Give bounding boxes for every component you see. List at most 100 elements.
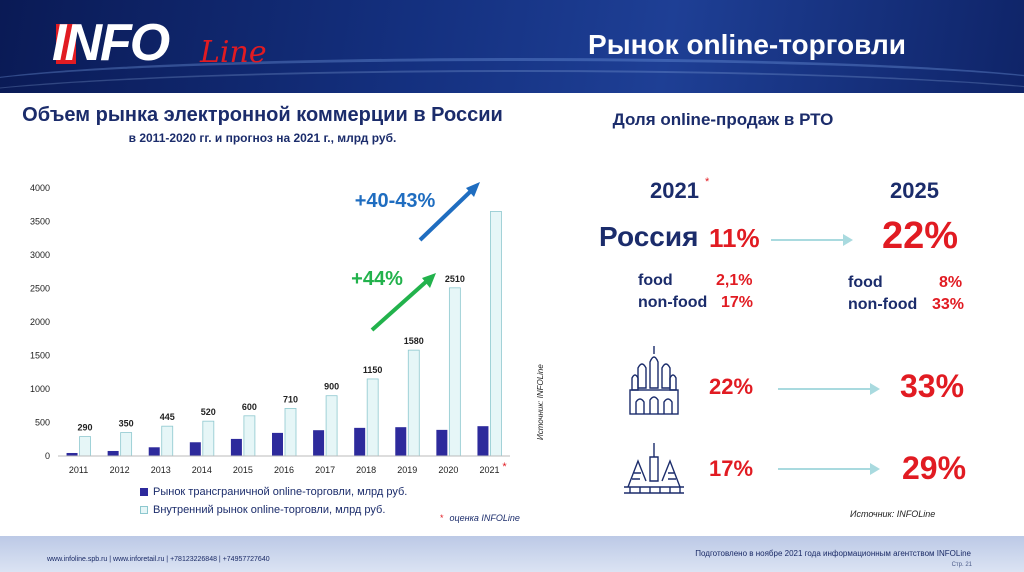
spb-arrow bbox=[778, 463, 880, 475]
ecommerce-bar-chart: 0 500 1000 1500 2000 2500 3000 3500 4000 290 350 4… bbox=[30, 182, 510, 475]
y-tick-label: 500 bbox=[35, 418, 50, 428]
growth-arrow-top-head bbox=[466, 182, 480, 197]
legend-item-cross-border: Рынок трансграничной online-торговли, мл… bbox=[140, 483, 407, 501]
bar-domestic bbox=[161, 425, 174, 457]
bar-domestic bbox=[325, 395, 338, 457]
x-tick-label: 2015 bbox=[233, 465, 253, 475]
y-tick-label: 3000 bbox=[30, 250, 50, 260]
x-tick-label: 2021 bbox=[479, 465, 499, 475]
bar-cross-border bbox=[66, 452, 78, 456]
bar-data-label: 1580 bbox=[404, 336, 424, 346]
x-tick-label: 2018 bbox=[356, 465, 376, 475]
growth-arrow-mid bbox=[370, 278, 430, 332]
food-label-2021: food bbox=[638, 272, 673, 289]
bar-cross-border bbox=[189, 442, 201, 456]
x-tick-label: 2014 bbox=[192, 465, 212, 475]
bar-cross-border bbox=[436, 429, 448, 456]
bar-domestic bbox=[79, 436, 91, 457]
legend-swatch-domestic bbox=[140, 506, 148, 514]
russia-2021-value: 11% bbox=[709, 223, 760, 253]
bar-cross-border bbox=[477, 426, 489, 456]
spb-bridge-icon bbox=[624, 443, 684, 494]
footer-contacts: www.infoline.spb.ru | www.inforetail.ru … bbox=[47, 556, 270, 563]
spb-2025-value: 29% bbox=[902, 450, 967, 486]
x-tick-estimate-mark: * bbox=[502, 461, 507, 473]
y-tick-label: 2000 bbox=[30, 317, 50, 327]
moscow-2021-value: 22% bbox=[709, 374, 754, 399]
growth-label-mid: +44% bbox=[351, 268, 403, 290]
chart-legend: Рынок трансграничной online-торговли, мл… bbox=[140, 483, 407, 519]
page-number: Стр. 21 bbox=[951, 562, 972, 568]
bar-cross-border bbox=[107, 450, 119, 456]
y-tick-label: 3500 bbox=[30, 217, 50, 227]
bar-cross-border bbox=[230, 438, 242, 456]
x-tick-label: 2017 bbox=[315, 465, 335, 475]
year-2025: 2025 bbox=[890, 178, 939, 203]
bar-cross-border bbox=[395, 427, 407, 456]
year-2021-star: * bbox=[705, 176, 710, 188]
infoline-logo: INFO Line bbox=[52, 14, 267, 74]
bar-cross-border bbox=[272, 432, 283, 456]
bar-data-label: 350 bbox=[119, 419, 134, 429]
moscow-kremlin-icon bbox=[629, 346, 679, 415]
bar-data-label: 710 bbox=[283, 394, 298, 404]
food-2025-value: 8% bbox=[939, 274, 963, 291]
online-share-panel: Доля online-продаж в РТО 2021 * 2025 Рос… bbox=[568, 96, 1000, 532]
bar-domestic bbox=[243, 415, 256, 457]
moscow-2025-value: 33% bbox=[900, 368, 965, 404]
y-tick-label: 0 bbox=[45, 451, 50, 461]
estimate-note: * оценка INFOLine bbox=[440, 513, 520, 523]
y-tick-label: 4000 bbox=[30, 183, 50, 193]
y-tick-label: 1500 bbox=[30, 351, 50, 361]
bar-data-label: 900 bbox=[324, 382, 339, 392]
russia-2025-value: 22% bbox=[882, 215, 959, 257]
legend-label-cross-border: Рынок трансграничной online-торговли, мл… bbox=[153, 486, 408, 498]
nonfood-label-2021: non-food bbox=[638, 294, 708, 311]
share-title: Доля online-продаж в РТО bbox=[612, 110, 834, 129]
chart-subtitle: в 2011-2020 гг. и прогноз на 2021 г., мл… bbox=[128, 131, 397, 145]
bar-domestic bbox=[120, 432, 133, 457]
share-source: Источник: INFOLine bbox=[850, 509, 936, 519]
bar-domestic bbox=[407, 349, 420, 457]
chart-title: Объем рынка электронной коммерции в Росс… bbox=[22, 104, 503, 126]
estimate-note-star: * bbox=[440, 513, 444, 523]
growth-arrow-mid-head bbox=[422, 273, 436, 288]
estimate-note-text: оценка INFOLine bbox=[449, 513, 520, 523]
x-tick-label: 2011 bbox=[69, 465, 88, 475]
bar-cross-border bbox=[313, 430, 325, 456]
bar-domestic bbox=[202, 420, 215, 457]
russia-arrow bbox=[771, 234, 853, 246]
bar-cross-border bbox=[354, 427, 366, 456]
nonfood-label-2025: non-food bbox=[848, 296, 918, 313]
bar-data-label: 520 bbox=[201, 407, 216, 417]
nonfood-2025-value: 33% bbox=[932, 296, 965, 313]
x-tick-label: 2013 bbox=[151, 465, 171, 475]
bar-data-label: 445 bbox=[160, 412, 175, 422]
bar-cross-border bbox=[148, 447, 160, 456]
chart-source: Источник: INFOLine bbox=[536, 364, 545, 440]
header-banner: INFO Line Рынок online-торговли bbox=[0, 0, 1024, 93]
bar-domestic bbox=[448, 287, 461, 457]
food-label-2025: food bbox=[848, 274, 883, 291]
bar-data-label: 600 bbox=[242, 402, 257, 412]
year-2021: 2021 bbox=[650, 178, 699, 203]
slide-title: Рынок online-торговли bbox=[588, 29, 906, 60]
x-tick-label: 2019 bbox=[397, 465, 417, 475]
footer-prepared: Подготовлено в ноябре 2021 года информац… bbox=[695, 549, 971, 558]
nonfood-2021-value: 17% bbox=[721, 294, 754, 311]
x-tick-label: 2012 bbox=[110, 465, 130, 475]
spb-2021-value: 17% bbox=[709, 456, 754, 481]
growth-arrow-top bbox=[418, 188, 474, 242]
bar-data-label: 1150 bbox=[363, 365, 383, 375]
x-tick-label: 2020 bbox=[438, 465, 458, 475]
growth-label-top: +40-43% bbox=[355, 190, 436, 212]
bar-domestic bbox=[284, 408, 297, 457]
logo-text: INFO bbox=[52, 14, 170, 72]
bar-domestic bbox=[490, 211, 502, 457]
y-tick-label: 1000 bbox=[30, 384, 50, 394]
bar-data-label: 2510 bbox=[445, 274, 465, 284]
bar-domestic bbox=[366, 378, 379, 457]
x-tick-label: 2016 bbox=[274, 465, 294, 475]
legend-swatch-cross-border bbox=[140, 488, 148, 496]
